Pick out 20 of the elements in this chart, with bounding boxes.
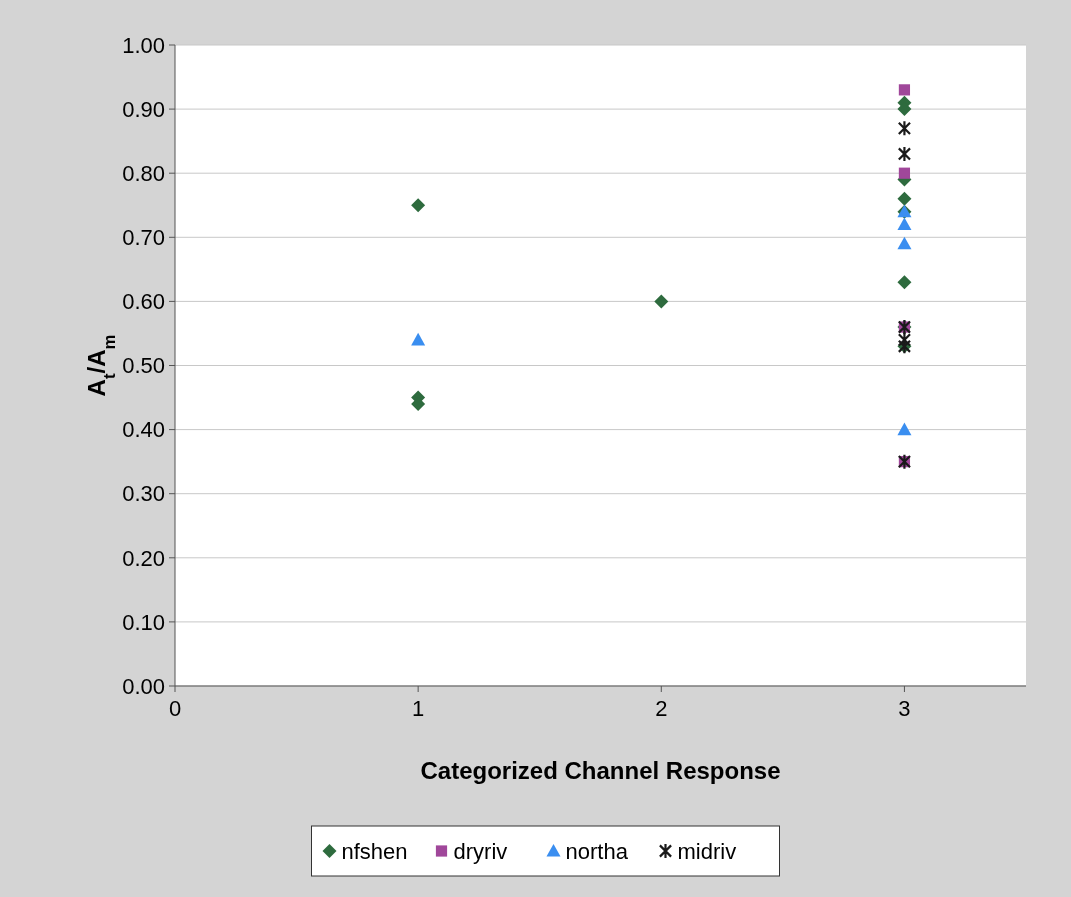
legend-label: dryriv — [453, 838, 508, 864]
x-tick-label: 1 — [412, 696, 425, 721]
y-tick-label: 0.30 — [122, 481, 165, 507]
y-tick-label: 0.60 — [122, 289, 165, 315]
x-tick-label: 2 — [655, 696, 668, 721]
x-tick-label: 3 — [898, 696, 911, 721]
y-tick-label: 0.20 — [122, 545, 165, 571]
y-tick-label: 0.10 — [122, 609, 165, 635]
legend-label: midriv — [677, 838, 737, 864]
y-tick-label: 0.40 — [122, 417, 165, 443]
y-tick-label: 1.00 — [122, 32, 165, 58]
legend-label: northa — [565, 838, 629, 864]
x-tick-label: 0 — [168, 696, 182, 721]
y-tick-label: 0.80 — [122, 160, 165, 186]
y-tick-label: 0.50 — [122, 353, 165, 379]
y-tick-label: 0.90 — [122, 96, 165, 122]
legend-label: nfshen — [341, 838, 408, 864]
x-axis-title: Categorized Channel Response — [420, 757, 781, 784]
y-tick-label: 0.00 — [122, 673, 165, 699]
y-tick-label: 0.70 — [122, 225, 165, 250]
